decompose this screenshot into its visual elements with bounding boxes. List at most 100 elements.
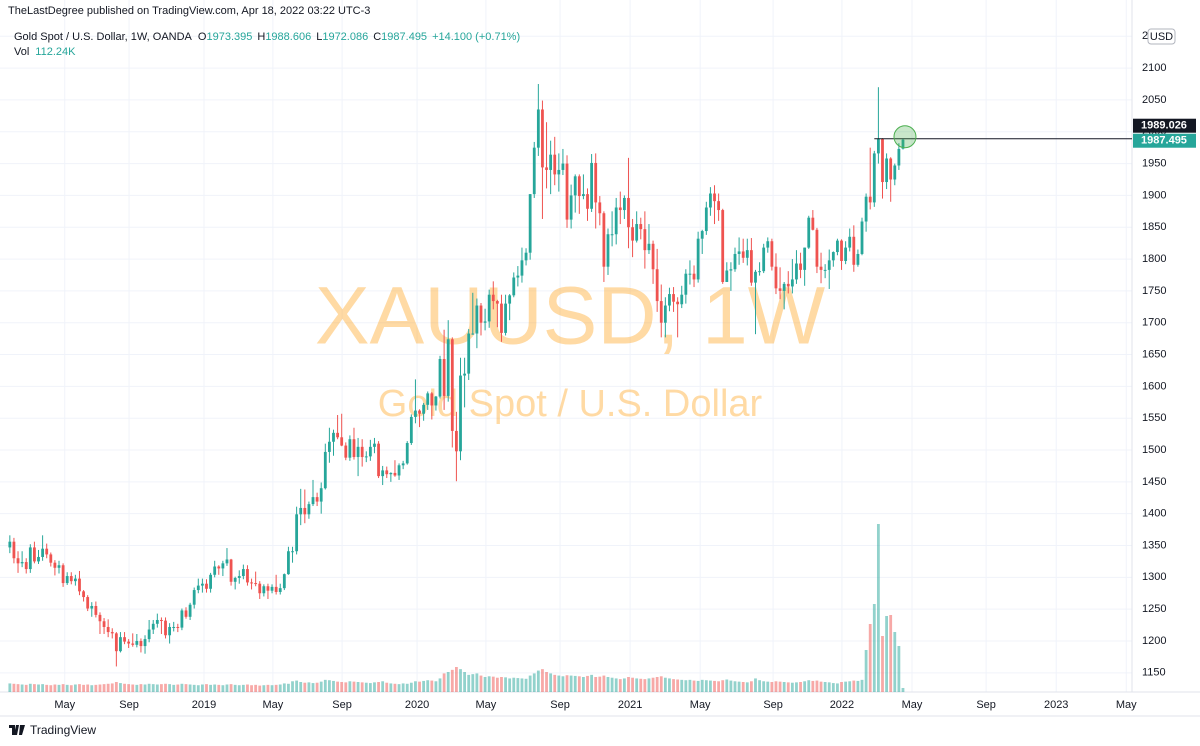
- candle-body: [725, 270, 729, 282]
- plot: May Sep 2019 May Sep 2020 May Sep 2021 May Sep 2022…: [0, 0, 1200, 717]
- candle-body: [422, 404, 426, 414]
- volume-bar: [200, 684, 204, 692]
- candle-body: [360, 446, 364, 458]
- volume-bar: [287, 683, 290, 692]
- volume-bar: [848, 681, 852, 692]
- candle-body: [852, 236, 856, 265]
- volume-bar: [364, 682, 368, 692]
- volume-bar: [614, 678, 618, 692]
- price-line-label: 1989.026: [1141, 120, 1187, 132]
- y-tick-label: 1500: [1142, 444, 1166, 456]
- candle-body: [397, 465, 401, 476]
- y-tick-label: 1550: [1142, 412, 1166, 424]
- volume-bar: [508, 678, 512, 692]
- candle-body: [368, 446, 372, 457]
- volume-bar: [786, 682, 790, 692]
- candle-body: [65, 576, 69, 584]
- candle-body: [418, 410, 421, 414]
- candle-body: [778, 288, 782, 291]
- candle-body: [495, 301, 499, 304]
- candle-body: [12, 541, 16, 559]
- candle-body: [901, 139, 905, 149]
- candle-body: [471, 333, 475, 335]
- candle-body: [299, 507, 303, 515]
- candle-body: [618, 207, 622, 211]
- volume-bar: [717, 681, 721, 692]
- volume-bar: [225, 684, 229, 692]
- y-tick-label: 1600: [1142, 380, 1166, 392]
- last-price-badge: [1133, 133, 1196, 148]
- volume-bar: [471, 674, 475, 692]
- candle-body: [409, 416, 413, 444]
- volume-bar: [561, 676, 565, 692]
- volume-bar: [627, 677, 630, 692]
- candle-body: [475, 305, 479, 334]
- candle-body: [614, 207, 618, 235]
- volume-bar: [663, 677, 667, 692]
- candle-body: [524, 252, 528, 261]
- volume-bar: [233, 684, 237, 692]
- x-tick-label: Sep: [550, 699, 570, 711]
- candle-body: [459, 375, 462, 452]
- candle-body: [332, 432, 335, 442]
- volume-bar: [332, 680, 335, 692]
- volume-bar: [655, 677, 659, 692]
- candle-body: [168, 626, 172, 636]
- volume-bar: [868, 624, 872, 692]
- candle-body: [348, 439, 352, 458]
- volume-bar: [205, 684, 208, 692]
- volume-bar: [192, 684, 196, 692]
- candle-body: [815, 229, 819, 267]
- volume-bar: [373, 682, 376, 692]
- candle-body: [385, 470, 389, 475]
- footer-brand: TradingView: [30, 723, 97, 737]
- candle-body: [364, 456, 368, 458]
- volume-bar: [229, 684, 233, 692]
- candle-body: [717, 201, 721, 211]
- footer: TradingView: [9, 723, 96, 737]
- volume-bar: [127, 684, 131, 692]
- candle-body: [110, 632, 114, 634]
- volume-bar: [307, 682, 311, 692]
- candle-body: [635, 224, 639, 241]
- candle-body: [262, 586, 266, 594]
- candle-body: [803, 247, 807, 270]
- y-tick-label: 1150: [1142, 667, 1166, 679]
- volume-bar: [594, 677, 598, 692]
- volume-bar: [618, 679, 622, 692]
- volume-bar: [110, 683, 114, 692]
- candle-body: [393, 472, 397, 476]
- volume-bar: [344, 682, 348, 692]
- volume-bar: [217, 684, 221, 692]
- volume-bar: [315, 682, 319, 692]
- candle-body: [549, 154, 553, 170]
- volume-bar: [65, 684, 69, 692]
- volume-bar: [672, 679, 675, 692]
- volume-bar: [483, 677, 487, 692]
- watermark: XAUUSD, 1W: [315, 271, 826, 362]
- candle-body: [381, 470, 385, 477]
- highlight-circle: [893, 125, 917, 149]
- y-tick-label: 1950: [1142, 157, 1166, 169]
- volume-bar: [569, 675, 573, 692]
- volume-bar: [709, 680, 712, 692]
- candle-body: [520, 260, 524, 276]
- volume-bar: [168, 684, 172, 692]
- volume-bar: [385, 682, 389, 692]
- volume-bar: [73, 684, 77, 692]
- candle-body: [278, 588, 282, 592]
- symbol-title: Gold Spot / U.S. Dollar, 1W, OANDA: [14, 31, 192, 43]
- volume-bar: [323, 679, 327, 692]
- candle-body: [176, 626, 180, 628]
- candle-body: [864, 196, 868, 222]
- volume-bar: [541, 669, 544, 692]
- candle-body: [704, 207, 708, 232]
- volume-bar: [422, 680, 426, 692]
- candle-body: [676, 301, 680, 305]
- volume-bar: [409, 682, 413, 692]
- volume-bar: [889, 615, 893, 692]
- y-tick-label: 1850: [1142, 221, 1166, 233]
- candle-body: [893, 165, 897, 180]
- candle-body: [414, 410, 417, 417]
- volume-bar: [33, 684, 36, 692]
